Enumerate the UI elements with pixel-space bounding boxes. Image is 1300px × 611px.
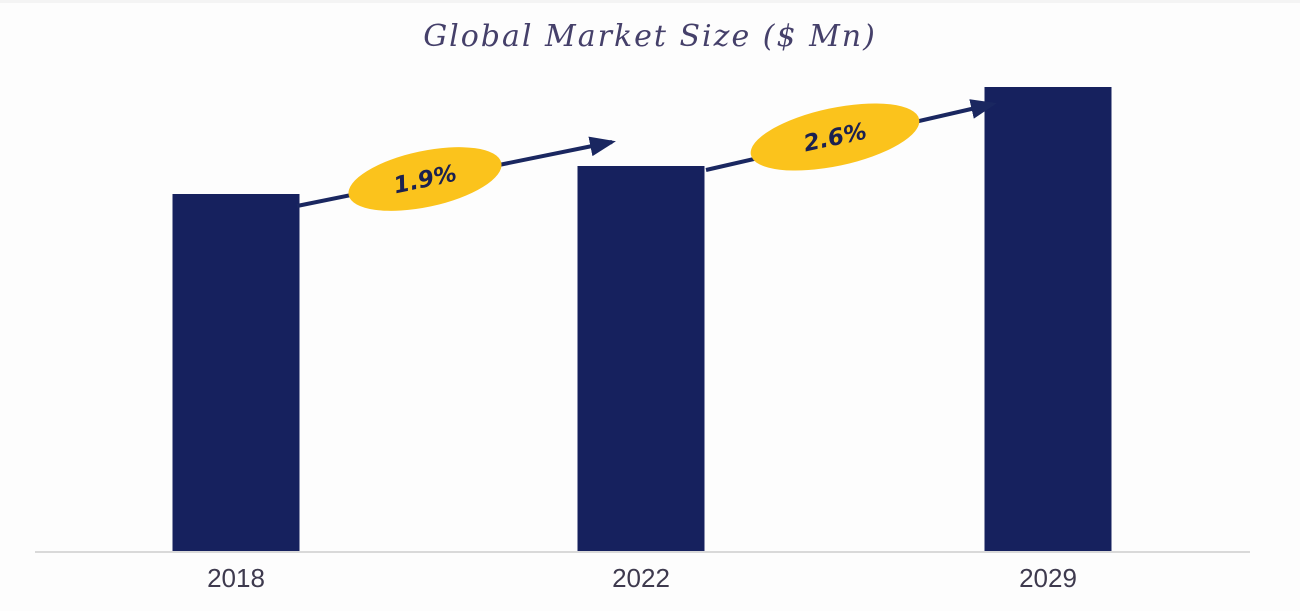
tick-label-2018: 2018	[207, 563, 265, 593]
bar-2029	[984, 87, 1112, 551]
growth-ellipse-1	[750, 103, 920, 171]
tick-label-2022: 2022	[612, 563, 670, 593]
tick-label-2029: 2029	[1019, 563, 1077, 593]
bar-2022	[577, 166, 705, 551]
bar-2018	[172, 194, 300, 551]
chart-title: Global Market Size ($ Mn)	[423, 19, 877, 54]
growth-ellipse-0	[348, 147, 502, 211]
plot-area: 1.9%2.6%2018 2022 2029	[35, 87, 1250, 593]
